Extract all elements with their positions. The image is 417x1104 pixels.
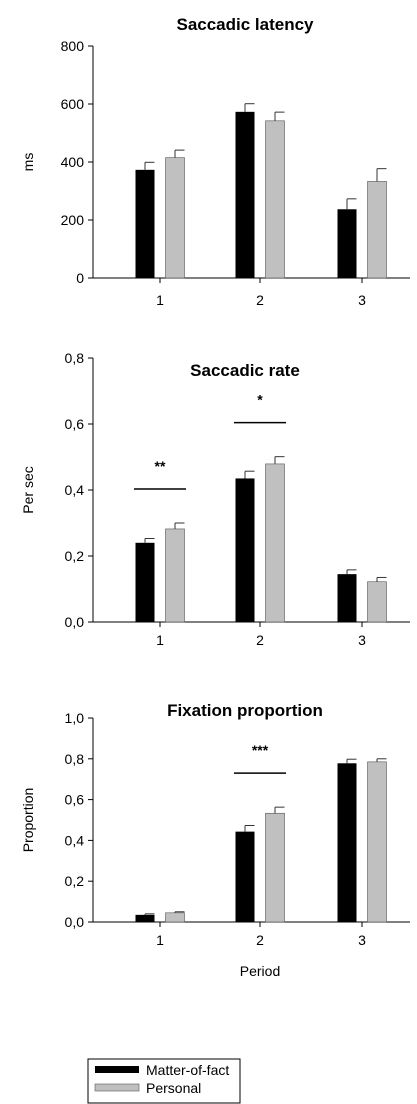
legend-swatch-personal: [94, 1083, 140, 1092]
bar-personal: [367, 181, 387, 279]
bar-matter-of-fact: [235, 831, 255, 922]
bar-matter-of-fact: [337, 574, 357, 622]
significance-label: **: [155, 458, 166, 474]
legend: Matter-of-fact Personal: [87, 1058, 241, 1104]
y-tick-label: 400: [61, 154, 85, 170]
y-tick-label: 1,0: [65, 710, 85, 726]
x-tick-label: 1: [156, 632, 164, 648]
y-tick-label: 0: [76, 270, 84, 286]
bar-matter-of-fact: [235, 478, 255, 622]
bar-personal: [165, 528, 185, 623]
x-tick-label: 1: [156, 932, 164, 948]
y-tick-label: 0,2: [65, 873, 85, 889]
bar-matter-of-fact: [337, 209, 357, 278]
chart-title: Saccadic latency: [176, 15, 314, 34]
y-axis-label: Per sec: [20, 466, 36, 513]
bar-matter-of-fact: [337, 763, 357, 922]
bar-personal: [367, 581, 387, 623]
bar-matter-of-fact: [135, 169, 155, 278]
y-tick-label: 800: [61, 38, 85, 54]
x-tick-label: 3: [358, 932, 366, 948]
x-tick-label: 3: [358, 632, 366, 648]
legend-label-matter-of-fact: Matter-of-fact: [146, 1062, 229, 1078]
y-tick-label: 0,6: [65, 416, 85, 432]
bar-personal: [265, 463, 285, 623]
y-tick-label: 0,4: [65, 832, 85, 848]
x-tick-label: 3: [358, 292, 366, 308]
x-tick-label: 2: [256, 632, 264, 648]
y-tick-label: 0,2: [65, 548, 85, 564]
y-tick-label: 0,8: [65, 350, 85, 366]
y-axis-label: Proportion: [20, 788, 36, 853]
y-tick-label: 600: [61, 96, 85, 112]
x-axis-label: Period: [240, 963, 280, 979]
bar-personal: [165, 157, 185, 279]
y-tick-label: 0,4: [65, 482, 85, 498]
y-tick-label: 0,8: [65, 751, 85, 767]
significance-label: ***: [252, 742, 269, 758]
chart-panel-3: Fixation proportion Proportion 0,0 0,2 0,4 0,…: [20, 701, 410, 979]
chart-title: Fixation proportion: [167, 701, 323, 720]
significance-label: *: [257, 392, 263, 408]
bar-matter-of-fact: [235, 111, 255, 278]
bar-personal: [165, 912, 185, 923]
bar-personal: [367, 761, 387, 923]
chart-title: Saccadic rate: [190, 361, 300, 380]
bar-matter-of-fact: [135, 914, 155, 922]
y-tick-label: 200: [61, 212, 85, 228]
bar-personal: [265, 120, 285, 279]
y-axis-label: ms: [20, 153, 36, 172]
chart-panel-1: Saccadic latency ms 0 200 400 600 800 1 2 3: [20, 15, 410, 308]
x-tick-label: 2: [256, 292, 264, 308]
x-tick-label: 1: [156, 292, 164, 308]
y-tick-label: 0,6: [65, 792, 85, 808]
legend-label-personal: Personal: [146, 1080, 201, 1096]
y-tick-label: 0,0: [65, 614, 85, 630]
bar-matter-of-fact: [135, 542, 155, 622]
x-tick-label: 2: [256, 932, 264, 948]
legend-swatch-matter-of-fact: [95, 1066, 139, 1073]
y-tick-label: 0,0: [65, 914, 85, 930]
bar-personal: [265, 812, 285, 923]
